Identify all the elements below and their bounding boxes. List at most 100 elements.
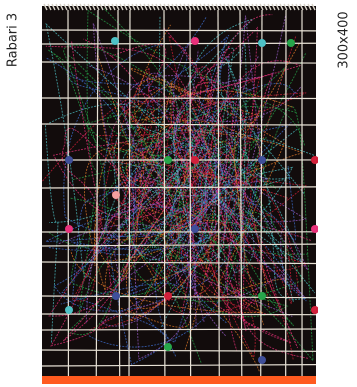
rug-dot-green [287,39,295,47]
rug-dot-light-pink [112,191,120,199]
border-stitch [115,3,120,11]
border-stitch [307,3,312,11]
border-stitch [275,3,280,11]
border-stitch [195,3,200,11]
border-stitch [167,3,172,11]
thread-line [47,49,297,297]
border-stitch [75,3,80,11]
border-stitch [239,3,244,11]
border-stitch [179,3,184,11]
thread-line [121,56,315,300]
thread-line [125,14,302,307]
grid-line-horizontal [41,328,317,331]
thread-line [111,179,307,360]
rug-artwork [41,3,318,384]
thread-line [93,43,300,267]
thread-line [94,159,261,373]
rug-dot-cyan [258,39,266,47]
thread-line [192,12,309,297]
border-stitch [223,3,228,11]
border-stitch [163,3,168,11]
border-stitch [135,3,140,11]
border-stitch [203,3,208,11]
thread-line [197,26,309,359]
border-stitch [259,3,264,11]
rug-dot-green [258,292,266,300]
grid-line-horizontal [41,261,317,265]
thread-line [89,77,281,331]
rug-dot-pink [191,37,199,45]
border-stitch [67,3,72,11]
rug-dot-blue [112,292,120,300]
thread-line [103,8,269,295]
thread-line [44,103,196,343]
border-stitch [127,3,132,11]
border-stitch [107,3,112,11]
thread-line [48,157,258,348]
border-stitch [123,3,128,11]
border-stitch [87,3,92,11]
border-stitch [303,3,308,11]
thread-line [151,152,299,359]
border-stitch [311,3,316,11]
grid-line-horizontal [41,243,317,247]
thread-line [45,22,316,294]
grid-line-vertical [189,9,192,377]
thread-line [157,16,235,328]
rug-body [42,6,316,376]
border-stitch [243,3,248,11]
rug-dot-cyan [65,306,73,314]
thread-line [133,76,263,360]
border-stitch [147,3,152,11]
thread-line [172,67,285,274]
thread-line [62,46,233,342]
rug-dot-red [311,156,318,164]
rug-dot-red [164,292,172,300]
thread-line [152,142,265,315]
border-stitch [55,3,60,11]
border-stitch [43,3,48,11]
border-stitch [291,3,296,11]
thread-line [130,34,297,241]
border-stitch [227,3,232,11]
border-stitch [151,3,156,11]
border-stitch [139,3,144,11]
thread-line [128,36,307,305]
border-stitch [131,3,136,11]
border-stitch [267,3,272,11]
border-stitch [111,3,116,11]
border-stitch [271,3,276,11]
grid-line-horizontal [41,349,317,352]
border-stitch [263,3,268,11]
rug-dots [65,37,318,364]
thread-line [67,55,237,364]
thread-line [117,113,310,272]
thread-line [70,66,285,258]
border-stitch [51,3,56,11]
grid-line-vertical [95,9,99,377]
rug-dot-pink [311,225,318,233]
rug-dot-blue [258,156,266,164]
border-stitch [287,3,292,11]
border-stitch [119,3,124,11]
border-stitch [83,3,88,11]
rug-dot-red [311,306,318,314]
rug-dot-red [191,156,199,164]
thread-line [42,66,175,302]
border-stitch [283,3,288,11]
border-stitch [103,3,108,11]
rug-dot-cyan [111,37,119,45]
border-stitch [63,3,68,11]
border-stitch [47,3,52,11]
border-stitch [175,3,180,11]
rug-size-text: 300x400 [336,11,352,69]
border-stitch [187,3,192,11]
thread-line [63,43,240,300]
grid-line-horizontal [41,295,317,299]
grid-line-horizontal [41,123,317,126]
thread-line [110,43,225,277]
border-stitch [295,3,300,11]
rug-dot-blue [191,225,199,233]
border-stitch [183,3,188,11]
border-stitch [235,3,240,11]
